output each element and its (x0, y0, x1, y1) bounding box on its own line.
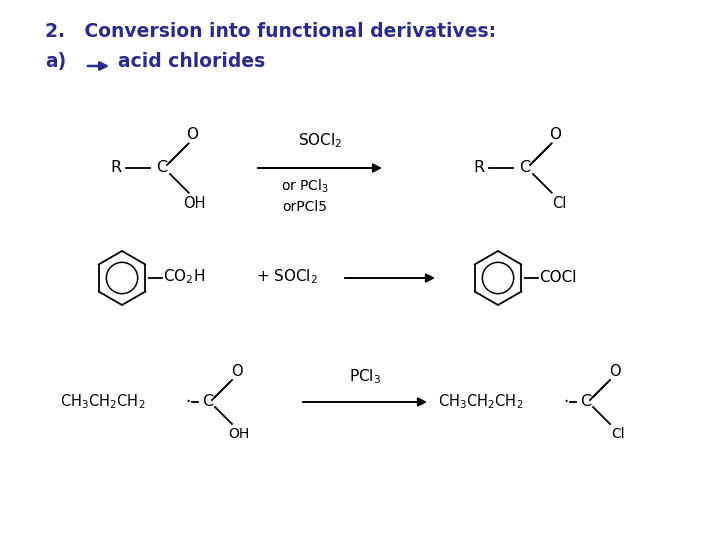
Text: O: O (186, 126, 198, 141)
Text: CH$_3$CH$_2$CH$_2$: CH$_3$CH$_2$CH$_2$ (60, 393, 145, 411)
Text: R: R (110, 160, 122, 176)
Text: OH: OH (228, 427, 250, 441)
Text: CH$_3$CH$_2$CH$_2$: CH$_3$CH$_2$CH$_2$ (438, 393, 523, 411)
Text: acid chlorides: acid chlorides (118, 52, 265, 71)
Text: C: C (156, 160, 168, 176)
Text: SOCl$_2$: SOCl$_2$ (298, 131, 342, 150)
Text: Cl: Cl (552, 197, 566, 212)
Text: COCl: COCl (539, 269, 577, 285)
Text: ·: · (185, 393, 191, 411)
Text: Cl: Cl (611, 427, 625, 441)
Text: or PCl$_3$: or PCl$_3$ (281, 178, 329, 195)
Text: O: O (231, 364, 243, 380)
Text: + SOCl$_2$: + SOCl$_2$ (256, 268, 318, 286)
Text: C: C (519, 160, 531, 176)
Text: orPCl5: orPCl5 (282, 200, 328, 214)
Text: OH: OH (183, 197, 205, 212)
Text: C: C (202, 395, 214, 409)
Text: PCl$_3$: PCl$_3$ (349, 367, 381, 386)
Text: ·: · (563, 393, 569, 411)
Text: a): a) (45, 52, 66, 71)
Text: O: O (609, 364, 621, 380)
Text: 2.   Conversion into functional derivatives:: 2. Conversion into functional derivative… (45, 22, 496, 41)
Text: R: R (474, 160, 485, 176)
Text: O: O (549, 126, 561, 141)
Text: C: C (580, 395, 592, 409)
Text: CO$_2$H: CO$_2$H (163, 268, 205, 286)
